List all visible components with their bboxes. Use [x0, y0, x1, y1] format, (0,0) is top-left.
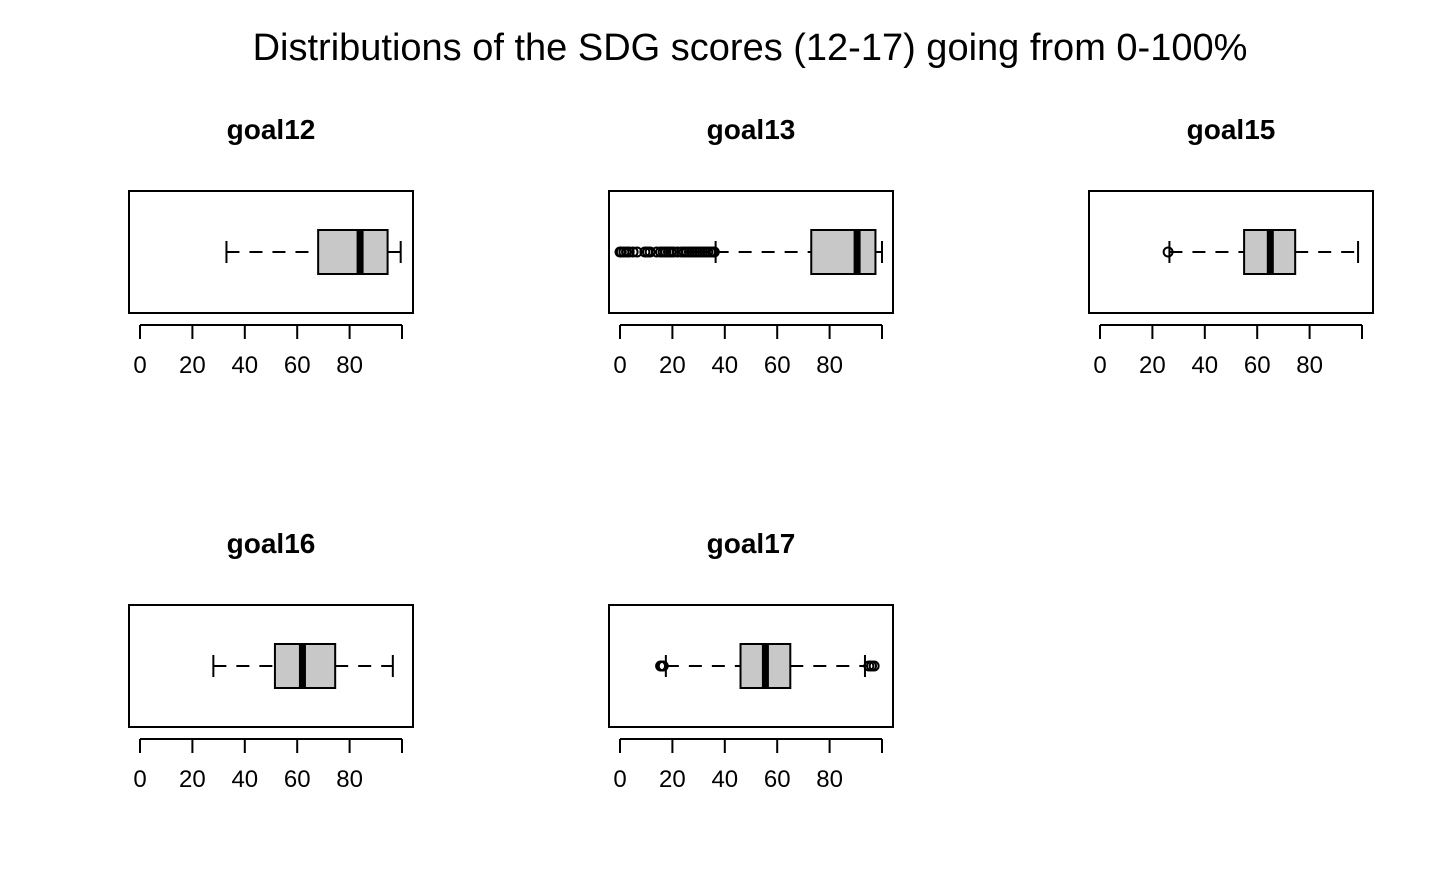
- panel-goal13: goal13 0 20 40 60 80: [608, 114, 894, 379]
- x-tick-label: 20: [179, 766, 206, 793]
- outlier-point: [868, 660, 880, 672]
- x-tick-label: 0: [613, 766, 626, 793]
- x-tick-label: 60: [284, 766, 311, 793]
- x-tick-label: 80: [816, 352, 843, 379]
- x-tick-label: 0: [1093, 352, 1106, 379]
- x-tick-label: 40: [1191, 352, 1218, 379]
- panels-group: goal12 0 20 40 60 80 goal13 0 20 40 60 80 goal15 0 20 4…: [128, 114, 1374, 793]
- outlier-point: [708, 246, 720, 258]
- outlier-point: [644, 246, 656, 258]
- x-tick-label: 40: [231, 352, 258, 379]
- plot-frame: [608, 604, 894, 728]
- x-tick-label: 60: [764, 766, 791, 793]
- outlier-point: [657, 660, 669, 672]
- x-tick-label: 40: [231, 766, 258, 793]
- x-tick-label: 20: [179, 352, 206, 379]
- panel-goal17: goal17 0 20 40 60 80: [608, 528, 894, 793]
- iqr-box: [317, 229, 389, 275]
- x-tick-label: 60: [764, 352, 791, 379]
- panel-goal12: goal12 0 20 40 60 80: [128, 114, 414, 379]
- x-tick-label: 60: [1244, 352, 1271, 379]
- panel-goal15: goal15 0 20 40 60 80: [1088, 114, 1374, 379]
- x-tick-label: 80: [816, 766, 843, 793]
- panel-title: goal16: [227, 528, 316, 559]
- x-tick-label: 80: [336, 766, 363, 793]
- panel-goal16: goal16 0 20 40 60 80: [128, 528, 414, 793]
- iqr-box: [810, 229, 877, 275]
- figure-title: Distributions of the SDG scores (12-17) …: [253, 27, 1248, 69]
- x-tick-label: 80: [336, 352, 363, 379]
- plot-frame: [1088, 190, 1374, 314]
- x-tick-label: 20: [659, 352, 686, 379]
- outlier-point: [631, 246, 643, 258]
- x-tick-label: 40: [711, 766, 738, 793]
- outlier-point: [1162, 246, 1174, 258]
- x-tick-label: 60: [284, 352, 311, 379]
- plot-frame: [608, 190, 894, 314]
- plot-frame: [128, 604, 414, 728]
- outlier-point: [668, 246, 680, 258]
- outlier-point: [623, 246, 635, 258]
- panel-title: goal17: [707, 528, 796, 559]
- x-tick-label: 40: [711, 352, 738, 379]
- x-tick-label: 80: [1296, 352, 1323, 379]
- panel-title: goal13: [707, 114, 796, 145]
- x-tick-label: 0: [613, 352, 626, 379]
- x-tick-label: 0: [133, 766, 146, 793]
- panel-title: goal15: [1187, 114, 1276, 145]
- outlier-point: [627, 246, 639, 258]
- x-tick-label: 0: [133, 352, 146, 379]
- panel-title: goal12: [227, 114, 316, 145]
- x-tick-label: 20: [659, 766, 686, 793]
- plot-frame: [128, 190, 414, 314]
- x-tick-label: 20: [1139, 352, 1166, 379]
